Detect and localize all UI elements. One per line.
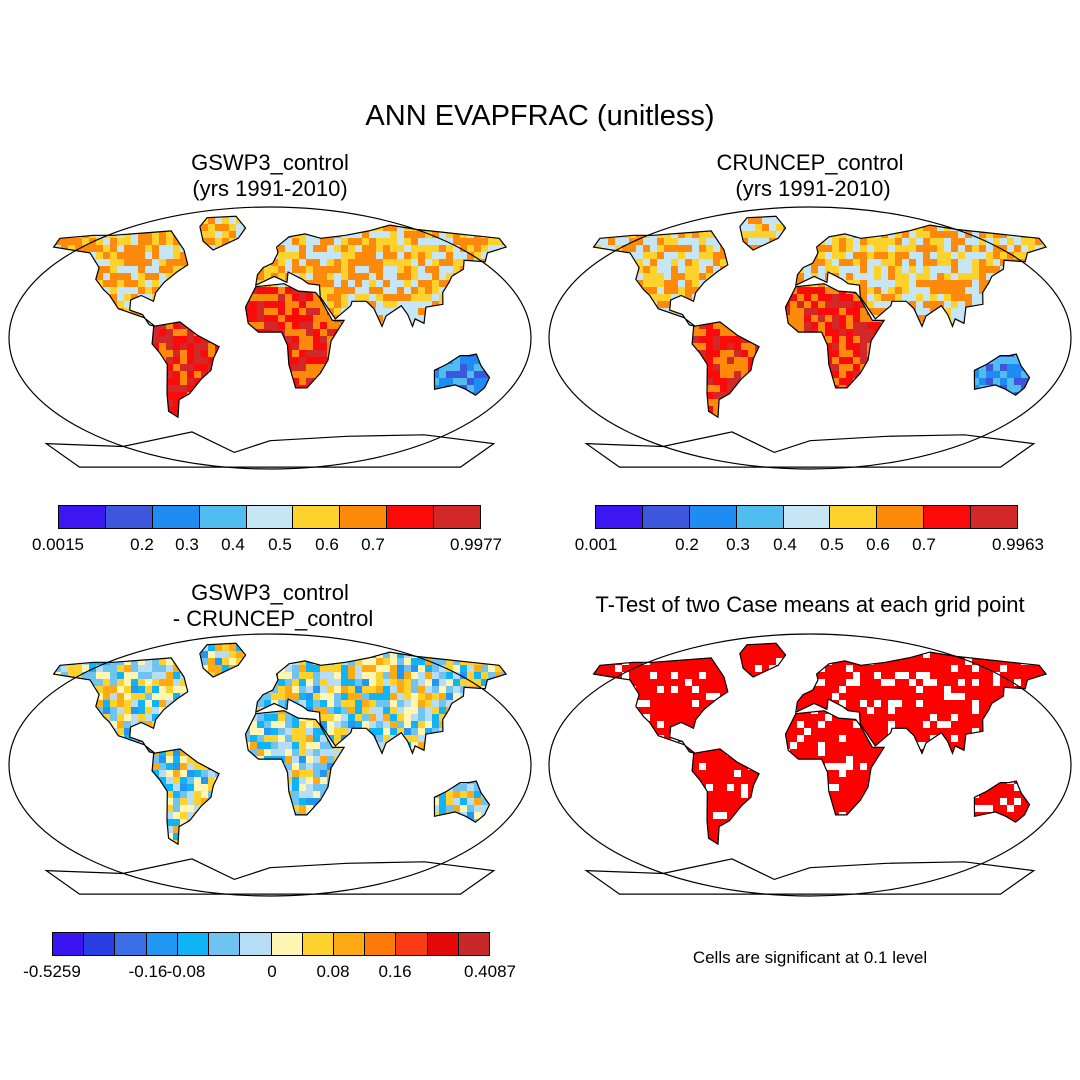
figure-title: ANN EVAPFRAC (unitless): [0, 100, 1080, 133]
panel-title-line: - CRUNCEP_control: [50, 606, 490, 632]
colorbar-cell: [459, 933, 489, 955]
panel-title-line: CRUNCEP_control: [590, 150, 1030, 176]
colorbar-cell: [153, 506, 200, 528]
colorbar-cell: [115, 933, 146, 955]
map-difference: [5, 630, 535, 900]
colorbar-tick-label: 0.08: [316, 962, 349, 982]
coastline-antarctica: [586, 432, 1034, 467]
colorbar-tick-label: 0.5: [820, 535, 844, 555]
colorbar-cell: [147, 933, 178, 955]
colorbar-tick-label: 0.4: [221, 535, 245, 555]
colorbar-tick-label: 0.6: [866, 535, 890, 555]
coastline-antarctica: [46, 859, 494, 894]
colorbar-tick-label: 0.9977: [450, 535, 502, 555]
colorbar-difference: [52, 932, 490, 956]
colorbar-tick-label: 0: [267, 962, 276, 982]
colorbar-tick-label: 0.3: [726, 535, 750, 555]
colorbar-cell: [209, 933, 240, 955]
colorbar-cell: [240, 933, 271, 955]
colorbar-cell: [690, 506, 737, 528]
colorbar-cell: [434, 506, 480, 528]
colorbar-cell: [334, 933, 365, 955]
panel-title-diff: GSWP3_control - CRUNCEP_control: [50, 580, 490, 632]
colorbar-cell: [737, 506, 784, 528]
colorbar-tick-label: 0.7: [361, 535, 385, 555]
world-map: [5, 630, 535, 900]
colorbar-cell: [830, 506, 877, 528]
colorbar-labels-difference: -0.5259 -0.16 -0.08 0 0.08 0.16 0.4087: [0, 962, 540, 986]
panel-title-line: (yrs 1991-2010): [590, 176, 1030, 202]
panel-title-ttest: T-Test of two Case means at each grid po…: [540, 592, 1080, 618]
panel-title-gswp3: GSWP3_control (yrs 1991-2010): [50, 150, 490, 202]
colorbar-cell: [53, 933, 84, 955]
colorbar-cell: [293, 506, 340, 528]
colorbar-cell: [924, 506, 971, 528]
colorbar-cell: [643, 506, 690, 528]
panel-title-cruncep: CRUNCEP_control (yrs 1991-2010): [590, 150, 1030, 202]
colorbar-tick-label: 0.001: [575, 535, 618, 555]
colorbar-cell: [877, 506, 924, 528]
colorbar-cell: [784, 506, 831, 528]
colorbar-gswp3: [58, 505, 481, 529]
colorbar-cell: [396, 933, 427, 955]
colorbar-tick-label: 0.4: [773, 535, 797, 555]
colorbar-tick-label: 0.2: [675, 535, 699, 555]
colorbar-tick-label: 0.6: [315, 535, 339, 555]
colorbar-tick-label: 0.4087: [464, 962, 516, 982]
world-map: [5, 203, 535, 473]
colorbar-tick-label: -0.16: [129, 962, 168, 982]
colorbar-cell: [971, 506, 1017, 528]
colorbar-cell: [596, 506, 643, 528]
colorbar-tick-label: 0.7: [912, 535, 936, 555]
colorbar-tick-label: 0.0015: [32, 535, 84, 555]
colorbar-cell: [200, 506, 247, 528]
colorbar-cell: [272, 933, 303, 955]
panel-title-line: (yrs 1991-2010): [50, 176, 490, 202]
coastline-antarctica: [586, 859, 1034, 894]
map-cruncep: [545, 203, 1075, 473]
colorbar-cell: [365, 933, 396, 955]
colorbar-cell: [247, 506, 294, 528]
panel-title-line: GSWP3_control: [50, 150, 490, 176]
world-map: [545, 630, 1075, 900]
panel-title-line: GSWP3_control: [50, 580, 490, 606]
colorbar-cell: [178, 933, 209, 955]
colorbar-tick-label: 0.9963: [992, 535, 1044, 555]
colorbar-tick-label: -0.5259: [23, 962, 81, 982]
colorbar-tick-label: 0.3: [175, 535, 199, 555]
colorbar-tick-label: 0.5: [268, 535, 292, 555]
map-gswp3: [5, 203, 535, 473]
colorbar-tick-label: 0.16: [378, 962, 411, 982]
colorbar-cell: [387, 506, 434, 528]
colorbar-cell: [428, 933, 459, 955]
colorbar-cell: [340, 506, 387, 528]
colorbar-cell: [106, 506, 153, 528]
colorbar-tick-label: 0.2: [130, 535, 154, 555]
colorbar-cruncep: [595, 505, 1018, 529]
colorbar-cell: [303, 933, 334, 955]
colorbar-labels-cruncep: 0.001 0.2 0.3 0.4 0.5 0.6 0.7 0.9963: [540, 535, 1080, 559]
panel-title-line: T-Test of two Case means at each grid po…: [540, 592, 1080, 618]
significance-note: Cells are significant at 0.1 level: [560, 948, 1060, 968]
colorbar-cell: [84, 933, 115, 955]
colorbar-labels-gswp3: 0.0015 0.2 0.3 0.4 0.5 0.6 0.7 0.9977: [0, 535, 540, 559]
coastline-antarctica: [46, 432, 494, 467]
world-map: [545, 203, 1075, 473]
colorbar-tick-label: -0.08: [167, 962, 206, 982]
map-ttest: [545, 630, 1075, 900]
colorbar-cell: [59, 506, 106, 528]
